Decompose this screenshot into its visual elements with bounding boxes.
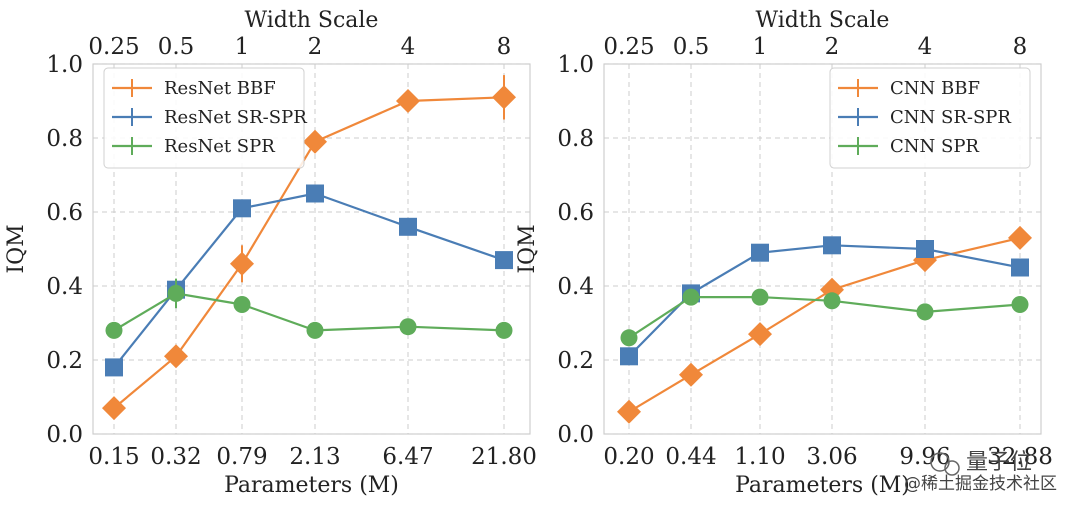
legend-box [103,67,305,169]
wechat-icon [930,452,960,476]
top-tick-label: 0.25 [603,34,654,60]
x-tick-label: 0.79 [216,444,267,470]
top-tick-label: 0.5 [673,34,710,60]
x-tick-label: 0.20 [603,444,654,470]
data-point [1011,296,1029,313]
series-resnet-spr [105,278,513,339]
legend-label: ResNet SPR [164,136,275,157]
chart-resnet: 0.0 0.2 0.4 0.6 0.8 1.0 0.15 0.25 0.32 0.5 0.79 1 2.… [4,8,537,498]
legend-label: CNN SPR [890,136,979,157]
top-tick-label: 2 [308,34,323,60]
y-tick-label: 0.8 [46,126,83,152]
data-point [916,240,934,258]
top-tick-label: 0.25 [88,34,139,60]
series-cnn-spr [620,288,1029,347]
top-tick-label: 8 [1013,34,1028,60]
data-point [1011,258,1029,277]
data-point [396,89,420,113]
y-tick-label: 0.4 [46,274,83,300]
x-tick-label: 6.47 [382,444,433,470]
series-line [113,96,505,409]
data-point [679,362,703,387]
data-point [495,251,513,270]
data-point [306,184,324,203]
legend-box [829,67,1031,169]
legend-label: ResNet SR-SPR [164,107,307,128]
watermark-line2: @稀土掘金技术社区 [904,474,1057,494]
top-tick-label: 1 [235,34,250,60]
data-point [620,347,638,366]
x-tick-label: 0.32 [150,444,201,470]
y-tick-label: 0.2 [46,348,83,374]
legend: CNN BBF CNN SR-SPR CNN SPR [829,67,1031,169]
y-tick-label: 0.0 [46,422,83,448]
y-tick-label: 0.8 [557,126,594,152]
data-point [1008,225,1032,250]
top-tick-label: 4 [401,34,416,60]
top-tick-label: 2 [825,34,840,60]
legend-label: CNN SR-SPR [890,107,1011,128]
data-point [105,321,123,339]
x-tick-label: 9.96 [899,444,950,470]
y-tick-label: 0.6 [46,200,83,226]
top-axis-label: Width Scale [245,8,379,33]
x-tick-label: 1.10 [734,444,785,470]
y-tick-label: 0.4 [557,274,594,300]
y-tick-label: 1.0 [557,52,594,78]
y-tick-label: 0.2 [557,348,594,374]
data-point [303,129,327,154]
series-line [628,236,1021,413]
y-tick-label: 1.0 [46,52,83,78]
x-tick-label: 3.06 [806,444,857,470]
data-point [751,243,769,262]
legend-label: ResNet BBF [164,78,276,99]
data-point [399,217,417,236]
x-axis-label: Parameters (M) [224,473,399,498]
data-point [399,318,417,336]
data-point [306,321,324,339]
data-point [167,284,185,302]
x-tick-label: 32.88 [987,444,1053,470]
data-point [916,303,934,321]
data-point [492,85,516,110]
x-tick-label: 0.15 [88,444,139,470]
legend-label: CNN BBF [890,78,980,99]
data-point [620,329,638,347]
data-point [230,251,254,276]
y-tick-label: 0.6 [557,200,594,226]
y-axis-label: IQM [515,224,540,273]
data-point [164,344,188,369]
data-point [102,396,126,421]
x-tick-label: 2.13 [289,444,340,470]
chart-cnn: 0.0 0.2 0.4 0.6 0.8 1.0 0.20 0.25 0.44 0.5 1.10 1 3.… [515,8,1053,498]
data-point [823,292,841,310]
data-point [105,358,123,377]
top-tick-label: 1 [753,34,768,60]
top-tick-label: 8 [497,34,512,60]
watermark-line1: 量子位 [966,450,1032,475]
y-tick-label: 0.0 [557,422,594,448]
data-point [823,236,841,255]
series-line [628,296,1021,339]
data-point [233,199,251,218]
series-line [113,292,505,332]
top-tick-label: 0.5 [158,34,195,60]
data-point [748,322,772,347]
data-point [682,288,700,306]
data-point [495,321,513,339]
x-tick-label: 0.44 [665,444,716,470]
top-tick-label: 4 [918,34,933,60]
y-axis-label: IQM [4,224,29,273]
x-tick-label: 21.80 [471,444,537,470]
x-axis-label: Parameters (M) [735,473,910,498]
top-axis-label: Width Scale [756,8,890,33]
legend: ResNet BBF ResNet SR-SPR ResNet SPR [103,67,307,169]
data-point [751,288,769,306]
data-point [233,296,251,313]
watermark: 量子位 @稀土掘金技术社区 [904,450,1057,494]
series-line [113,192,505,369]
series-resnet-bbf [102,75,516,421]
data-point [617,399,641,424]
